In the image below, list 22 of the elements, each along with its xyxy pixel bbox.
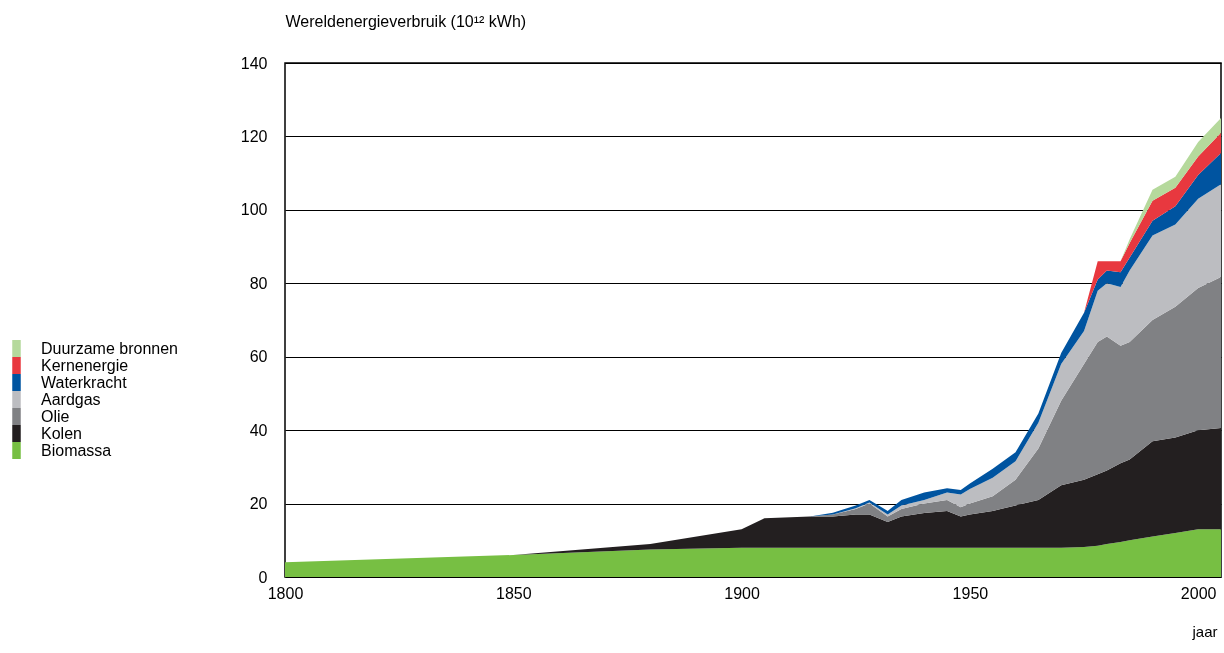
x-axis-title: jaar — [1191, 622, 1218, 640]
y-tick-label: 0 — [258, 568, 268, 586]
legend-label: Olie — [41, 407, 70, 425]
legend-label: Duurzame bronnen — [41, 339, 178, 357]
legend-label: Aardgas — [41, 390, 101, 408]
x-tick-label: 1900 — [724, 584, 760, 602]
y-tick-label: 40 — [249, 421, 268, 439]
legend-label: Kolen — [41, 424, 82, 442]
legend-label: Waterkracht — [41, 373, 128, 391]
y-tick-label: 80 — [249, 274, 268, 292]
y-tick-label: 120 — [240, 127, 268, 145]
y-tick-label: 100 — [240, 201, 268, 219]
x-tick-label: 1850 — [496, 584, 532, 602]
y-tick-label: 60 — [249, 348, 268, 366]
y-tick-label: 140 — [240, 54, 268, 72]
legend-label: Kernenergie — [41, 356, 129, 374]
x-tick-label: 1950 — [952, 584, 989, 602]
legend-label: Biomassa — [41, 441, 112, 459]
x-tick-label: 2000 — [1180, 584, 1217, 602]
y-tick-label: 20 — [249, 495, 268, 513]
x-tick-label: 1800 — [267, 584, 304, 602]
y-axis-title: Wereldenergieverbruik (10¹² kWh) — [285, 12, 527, 30]
